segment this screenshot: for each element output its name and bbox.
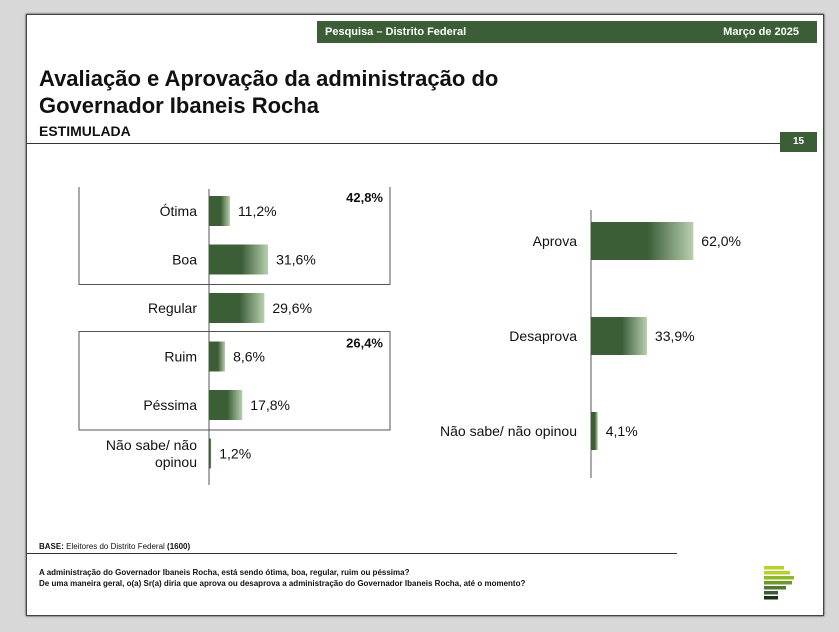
bar-1 <box>209 244 269 275</box>
question-1: A administração do Governador Ibaneis Ro… <box>39 568 410 577</box>
category-label-2: Regular <box>148 300 197 316</box>
category-label-2: Não sabe/ não opinou <box>440 423 577 439</box>
brand-logo <box>764 566 794 600</box>
bar-2 <box>591 412 598 450</box>
category-label-1: Desaprova <box>509 328 577 344</box>
title-line-1: Avaliação e Aprovação da administração d… <box>39 66 499 91</box>
title-line-2: Governador Ibaneis Rocha <box>39 93 319 118</box>
base-label: BASE: <box>39 542 64 551</box>
bar-4 <box>209 390 243 420</box>
value-label-2: 29,6% <box>272 300 312 316</box>
bar-0 <box>591 222 694 260</box>
footer-divider <box>27 553 677 554</box>
category-label-3: Ruim <box>164 349 197 365</box>
base-n: (1600) <box>167 542 191 551</box>
group-box-1 <box>78 331 391 431</box>
base-text: Eleitores do Distrito Federal <box>63 542 168 551</box>
value-label-3: 8,6% <box>233 349 265 365</box>
survey-name: Pesquisa – Distrito Federal <box>325 26 467 38</box>
survey-date: Março de 2025 <box>723 26 799 38</box>
bar-3 <box>209 341 226 372</box>
category-label-0: Aprova <box>533 233 578 249</box>
approval-chart: Aprova 62,0% Desaprova 33,9% Não sabe/ não o… <box>440 210 741 478</box>
value-label-2: 4,1% <box>606 423 638 439</box>
value-label-1: 33,9% <box>655 328 695 344</box>
value-label-0: 62,0% <box>701 233 741 249</box>
category-label-4: Péssima <box>143 397 197 413</box>
bar-0 <box>209 196 230 226</box>
category-label-0: Ótima <box>160 203 198 219</box>
title-divider <box>27 143 780 144</box>
category-label-5: opinou <box>155 454 197 470</box>
value-label-5: 1,2% <box>219 446 251 462</box>
category-label-5: Não sabe/ não <box>106 437 197 453</box>
bar-1 <box>591 317 647 355</box>
header-bar: Pesquisa – Distrito Federal Março de 202… <box>317 21 817 43</box>
category-label-1: Boa <box>172 252 197 268</box>
bar-2 <box>209 293 265 323</box>
question-2: De uma maneira geral, o(a) Sr(a) diria q… <box>39 579 526 588</box>
value-label-0: 11,2% <box>238 203 277 219</box>
group-box-0 <box>78 187 391 285</box>
group-total-0: 42,8% <box>346 190 383 205</box>
base-note: BASE: Eleitores do Distrito Federal (160… <box>39 542 190 551</box>
slide: Pesquisa – Distrito Federal Março de 202… <box>26 14 824 616</box>
questions: A administração do Governador Ibaneis Ro… <box>39 567 525 589</box>
value-label-4: 17,8% <box>250 397 290 413</box>
page-number: 15 <box>780 132 817 152</box>
page-title: Avaliação e Aprovação da administração d… <box>39 65 639 119</box>
page-subtitle: ESTIMULADA <box>39 123 131 139</box>
evaluation-chart: 42,8% 26,4% Ótima 11,2% Boa 31,6% Regular 29,6%… <box>78 187 391 485</box>
group-total-1: 26,4% <box>346 336 383 351</box>
value-label-1: 31,6% <box>276 252 316 268</box>
bar-5 <box>209 438 212 469</box>
